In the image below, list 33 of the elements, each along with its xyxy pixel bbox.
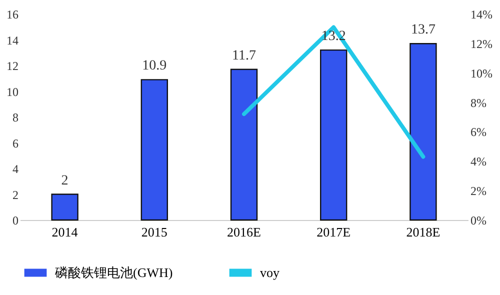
y-tick-label: 6 <box>12 136 18 150</box>
x-tick-label: 2018E <box>406 224 440 240</box>
y-tick-label: 0 <box>12 214 18 228</box>
x-tick-label: 2014 <box>52 224 78 240</box>
x-tick-label: 2017E <box>316 224 351 240</box>
x-tick-label: 2016E <box>227 224 262 240</box>
bar <box>140 79 168 221</box>
y-tick-label: 10 <box>6 84 18 99</box>
y2-tick-label: 14% <box>470 8 492 22</box>
y2-tick-label: 12% <box>470 36 492 51</box>
data-label: 2 <box>61 173 68 188</box>
data-label: 13.7 <box>410 22 436 38</box>
bar <box>320 49 348 221</box>
y-tick-label: 4 <box>12 162 18 176</box>
data-label: 11.7 <box>232 48 256 64</box>
y-tick-label: 2 <box>12 188 18 202</box>
legend-label: 磷酸铁锂电池(GWH) <box>54 264 173 280</box>
y2-tick-label: 0% <box>470 214 486 228</box>
y-tick-label: 14 <box>6 33 18 48</box>
y-tick-label: 8 <box>12 110 18 124</box>
bar <box>51 194 78 221</box>
y2-tick-label: 8% <box>470 96 486 110</box>
x-tick-label: 2015 <box>141 224 168 240</box>
y-tick-label: 12 <box>6 59 18 73</box>
y2-tick-label: 10% <box>470 66 492 80</box>
y2-tick-label: 2% <box>470 184 486 198</box>
legend-label: voy <box>260 264 280 280</box>
bar <box>230 68 258 221</box>
data-label: 10.9 <box>142 58 167 74</box>
bar <box>410 43 437 221</box>
y2-tick-label: 6% <box>470 125 486 140</box>
y-tick-label: 16 <box>6 8 18 22</box>
y2-tick-label: 4% <box>470 154 486 169</box>
